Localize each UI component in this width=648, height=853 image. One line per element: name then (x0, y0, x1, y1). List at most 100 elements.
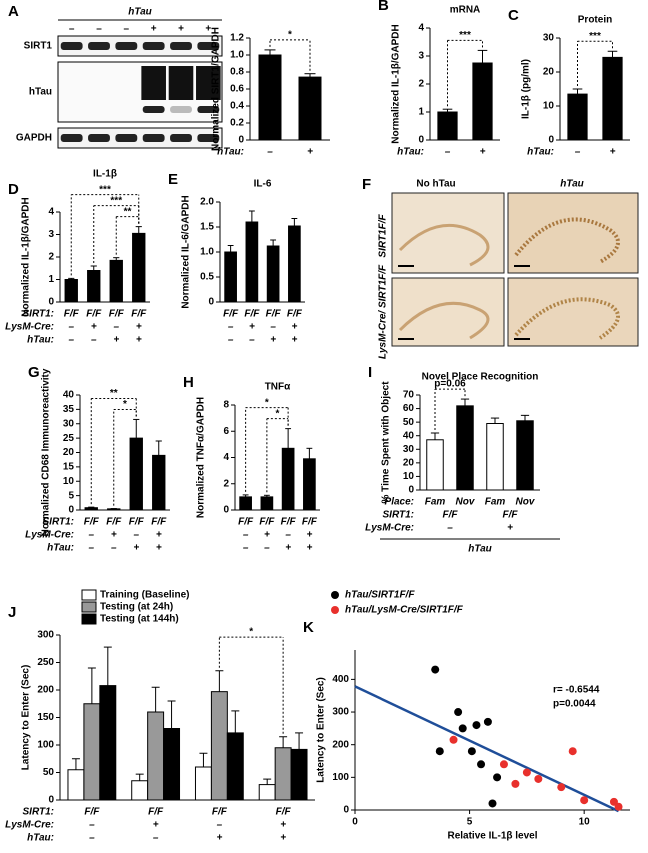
bar (281, 447, 295, 511)
y-tick-label: 2.0 (200, 197, 214, 208)
bar (64, 279, 78, 303)
point (499, 760, 508, 769)
factor-value: F/F (86, 309, 102, 320)
factor-value: – (228, 335, 234, 346)
point (522, 768, 531, 777)
factor-value: Nov (456, 497, 476, 508)
point (488, 799, 497, 808)
bar (132, 232, 146, 303)
factor-value: + (91, 322, 97, 333)
chart-title: IL-6 (254, 179, 272, 190)
y-tick-label: 5 (68, 490, 74, 501)
bar (131, 780, 149, 801)
factor-name: hTau: (217, 147, 244, 158)
factor-value: F/F (259, 517, 275, 528)
point (458, 724, 467, 733)
y-tick-label: 20 (63, 447, 75, 458)
factor-value: – (89, 833, 95, 844)
x-tick-label: 10 (579, 817, 591, 828)
y-tick-label: 20 (403, 457, 415, 468)
band (197, 134, 220, 142)
factor-value: – (113, 322, 119, 333)
legend-marker (331, 606, 339, 614)
bar (239, 496, 252, 511)
lane-label: – (96, 24, 102, 35)
band (60, 134, 83, 142)
y-tick-label: 0 (68, 505, 74, 516)
factor-value: F/F (443, 510, 459, 521)
factor-value: + (306, 530, 312, 541)
y-tick-label: 100 (37, 740, 54, 751)
y-tick-label: 0 (238, 135, 244, 146)
blot-strip (57, 35, 223, 57)
y-tick-label: 0 (208, 297, 214, 308)
factor-name: SIRT1: (383, 510, 415, 521)
factor-value: + (136, 335, 142, 346)
bar (567, 93, 588, 141)
chart-title: IL-1β (93, 169, 117, 180)
band (196, 66, 221, 100)
significance: *** (99, 184, 111, 195)
factor-value: – (575, 147, 581, 158)
legend-swatch (81, 613, 97, 625)
factor-name: LysM-Cre: (5, 322, 54, 333)
factor-value: + (136, 322, 142, 333)
factor-value: + (307, 147, 313, 158)
factor-value: – (445, 147, 451, 158)
legend-label: Testing (at 144h) (100, 614, 179, 625)
significance: * (123, 399, 127, 410)
chart-title: TNFα (265, 382, 291, 393)
bar (266, 245, 280, 303)
lane-label: + (205, 24, 211, 35)
factor-value: + (285, 543, 291, 554)
factor-value: + (280, 820, 286, 831)
bar (83, 703, 101, 801)
bar (456, 405, 474, 491)
y-tick-label: 30 (63, 418, 75, 429)
bar (129, 437, 143, 511)
y-axis-label: Normalized IL-6/GAPDH (181, 195, 192, 308)
factor-value: + (113, 335, 119, 346)
factor-value: + (291, 335, 297, 346)
histology-column: No hTau (416, 179, 455, 190)
legend-swatch (81, 601, 97, 613)
histology-row: SIRT1F/F (378, 214, 389, 258)
factor-value: Nov (516, 497, 536, 508)
significance: ** (110, 388, 118, 399)
bar (224, 251, 237, 303)
y-tick-label: 10 (543, 101, 555, 112)
point (454, 708, 463, 717)
factor-value: F/F (302, 517, 318, 528)
y-tick-label: 0.8 (230, 67, 244, 78)
y-tick-label: 0 (408, 485, 414, 496)
annotation: r= -0.6544 (553, 685, 600, 696)
point (511, 779, 520, 788)
chart-title: Novel Place Recognition (422, 372, 539, 383)
factor-value: – (243, 543, 249, 554)
point (557, 783, 566, 792)
blot-row-label: hTau (29, 87, 52, 98)
factor-value: – (285, 530, 291, 541)
factor-value: F/F (84, 807, 100, 818)
y-tick-label: 30 (403, 444, 415, 455)
bar (67, 769, 85, 801)
factor-value: F/F (287, 309, 303, 320)
bar (245, 221, 259, 303)
y-tick-label: 0.4 (230, 101, 244, 112)
factor-name: SIRT1: (23, 309, 55, 320)
factor-value: + (270, 335, 276, 346)
factor-value: + (111, 530, 117, 541)
factor-value: F/F (148, 807, 164, 818)
y-tick-label: 1.0 (230, 50, 244, 61)
factor-value: F/F (106, 517, 122, 528)
y-tick-label: 15 (63, 462, 75, 473)
y-axis-label: Normalized TNFα/GAPDH (196, 397, 207, 518)
blot-strip (57, 61, 223, 123)
legend-label: hTau/LysM-Cre/SIRT1F/F (345, 605, 464, 616)
band (141, 66, 166, 100)
factor-value: F/F (223, 309, 239, 320)
factor-value: – (447, 523, 453, 534)
y-tick-label: 200 (332, 739, 349, 750)
factor-value: – (264, 543, 270, 554)
significance: *** (589, 31, 601, 42)
